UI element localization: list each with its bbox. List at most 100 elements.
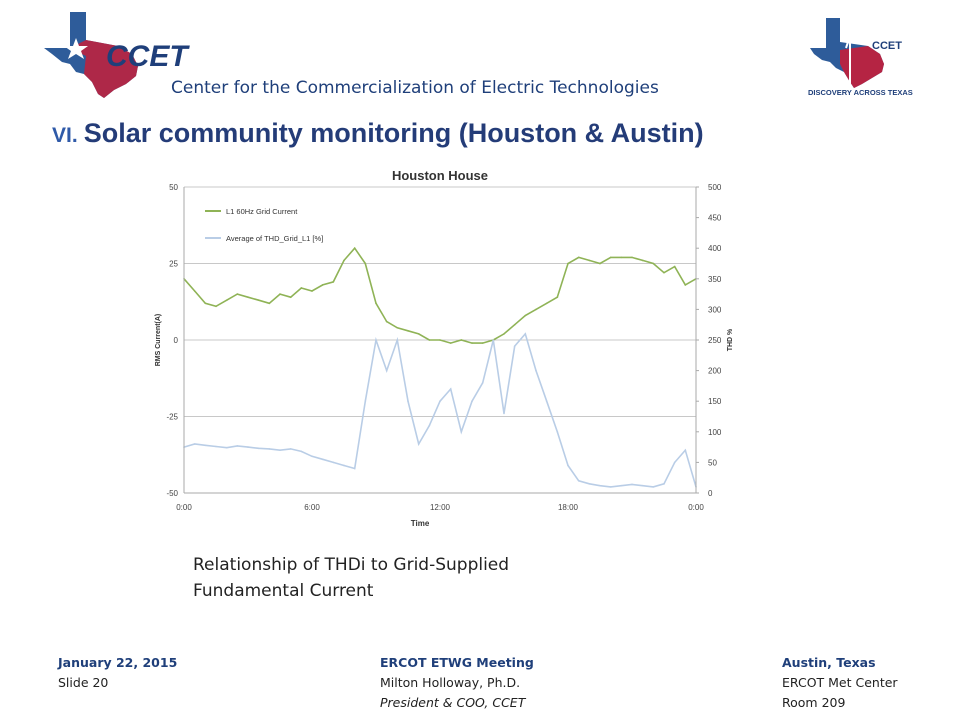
footer-city: Austin, Texas — [782, 655, 876, 670]
series-2-point — [471, 400, 473, 402]
series-1-point — [609, 256, 612, 259]
y-tick-label: 25 — [169, 260, 178, 269]
series-2-point — [684, 449, 687, 451]
series-1-point — [236, 293, 239, 295]
chart-title: Houston House — [392, 168, 488, 183]
series-line-1 — [183, 246, 697, 344]
series-1-point — [268, 302, 271, 305]
series-2-point — [545, 400, 548, 402]
logo-left-text: CCET — [106, 40, 188, 73]
organization-name: Center for the Commercialization of Elec… — [171, 78, 659, 98]
series-2-point — [673, 461, 676, 464]
series-2-point — [535, 369, 537, 372]
series-2-point — [428, 424, 431, 427]
footer-presenter: Milton Holloway, Ph.D. — [380, 675, 521, 690]
series-2-point — [652, 486, 655, 488]
logo-right-tagline: DISCOVERY ACROSS TEXAS — [808, 88, 913, 97]
series-1-point — [417, 333, 420, 335]
x-tick-label: 6:00 — [304, 503, 320, 512]
series-1-point — [481, 342, 484, 344]
series-2-point — [279, 449, 281, 451]
series-2-point — [321, 458, 324, 461]
series-1-point — [385, 320, 388, 323]
series-2-point — [257, 447, 260, 450]
series-1-point — [439, 339, 441, 341]
footer-venue: ERCOT Met Center — [782, 675, 898, 690]
series-1-point — [567, 262, 569, 265]
series-1-point — [535, 308, 537, 311]
y2-tick-label: 150 — [708, 397, 722, 406]
series-1-point — [652, 262, 655, 265]
series-1-point — [311, 290, 313, 292]
footer-slide-number: Slide 20 — [58, 675, 109, 690]
series-2-point — [343, 464, 345, 467]
series-1-point — [279, 293, 281, 295]
y-tick-label: 0 — [174, 336, 179, 345]
ccet-logo-right: CCET DISCOVERY ACROSS TEXAS — [806, 14, 918, 104]
series-1-point — [577, 256, 580, 259]
series-2-point — [375, 339, 377, 341]
texas-map-icon — [44, 12, 138, 98]
footer-meeting: ERCOT ETWG Meeting — [380, 655, 534, 670]
caption-line-2: Fundamental Current — [193, 581, 374, 601]
series-1-point — [460, 339, 463, 341]
x-axis-label: Time — [411, 519, 430, 528]
y2-tick-label: 300 — [708, 305, 722, 314]
series-2-point — [641, 484, 644, 487]
y2-tick-label: 50 — [708, 458, 717, 467]
chart-series — [183, 246, 697, 488]
series-1-point — [673, 265, 676, 268]
series-1-point — [204, 302, 207, 305]
series-1-point — [545, 302, 548, 305]
series-2-point — [353, 467, 356, 470]
series-2-point — [289, 448, 292, 450]
y-tick-label: 50 — [169, 183, 178, 192]
series-1-point — [513, 323, 516, 326]
series-2-point — [311, 455, 313, 458]
series-2-point — [332, 461, 335, 464]
slide-title: VI. Solar community monitoring (Houston &… — [52, 118, 704, 149]
series-2-point — [300, 450, 303, 453]
slide-title-text: Solar community monitoring (Houston & Au… — [83, 118, 704, 148]
series-1-point — [321, 284, 324, 286]
series-2-point — [236, 445, 239, 447]
series-1-point — [428, 339, 431, 341]
series-1-point — [407, 330, 409, 332]
series-1-point — [524, 314, 527, 317]
series-1-point — [599, 262, 601, 265]
x-tick-label: 0:00 — [176, 503, 192, 512]
houston-house-chart: Houston House50250-25-505004504003503002… — [155, 168, 734, 528]
series-2-point — [268, 448, 271, 450]
series-2-point — [204, 444, 207, 447]
logo-right-text: CCET — [872, 40, 902, 52]
x-tick-label: 0:00 — [688, 503, 704, 512]
series-1-point — [503, 333, 505, 335]
chart-axes — [183, 186, 699, 494]
series-2-point — [439, 400, 441, 402]
y2-tick-label: 200 — [708, 367, 722, 376]
y2-tick-label: 400 — [708, 244, 722, 253]
series-2-point — [460, 431, 463, 433]
series-2-point — [481, 382, 484, 384]
series-2-point — [609, 486, 612, 488]
series-2-point — [225, 446, 228, 449]
chart-labels: Houston House50250-25-505004504003503002… — [155, 168, 734, 528]
footer-left: January 22, 2015 Slide 20 — [58, 653, 177, 693]
slide-title-number: VI. — [52, 124, 78, 147]
y2-tick-label: 250 — [708, 336, 722, 345]
series-2-point — [620, 484, 623, 487]
footer-center: ERCOT ETWG Meeting Milton Holloway, Ph.D… — [380, 653, 534, 713]
series-1-point — [588, 259, 591, 262]
y-tick-label: -25 — [166, 413, 178, 422]
x-tick-label: 12:00 — [430, 503, 451, 512]
series-1-point — [684, 284, 687, 286]
series-2-point — [631, 483, 633, 486]
series-2-point — [503, 412, 505, 415]
legend-label-1: L1 60Hz Grid Current — [226, 207, 298, 216]
series-2-point — [215, 445, 217, 448]
series-2-point — [567, 464, 569, 467]
series-1-point — [620, 256, 623, 259]
footer-right: Austin, Texas ERCOT Met Center Room 209 — [782, 653, 898, 713]
series-2-point — [247, 446, 249, 448]
series-1-point — [257, 299, 260, 302]
